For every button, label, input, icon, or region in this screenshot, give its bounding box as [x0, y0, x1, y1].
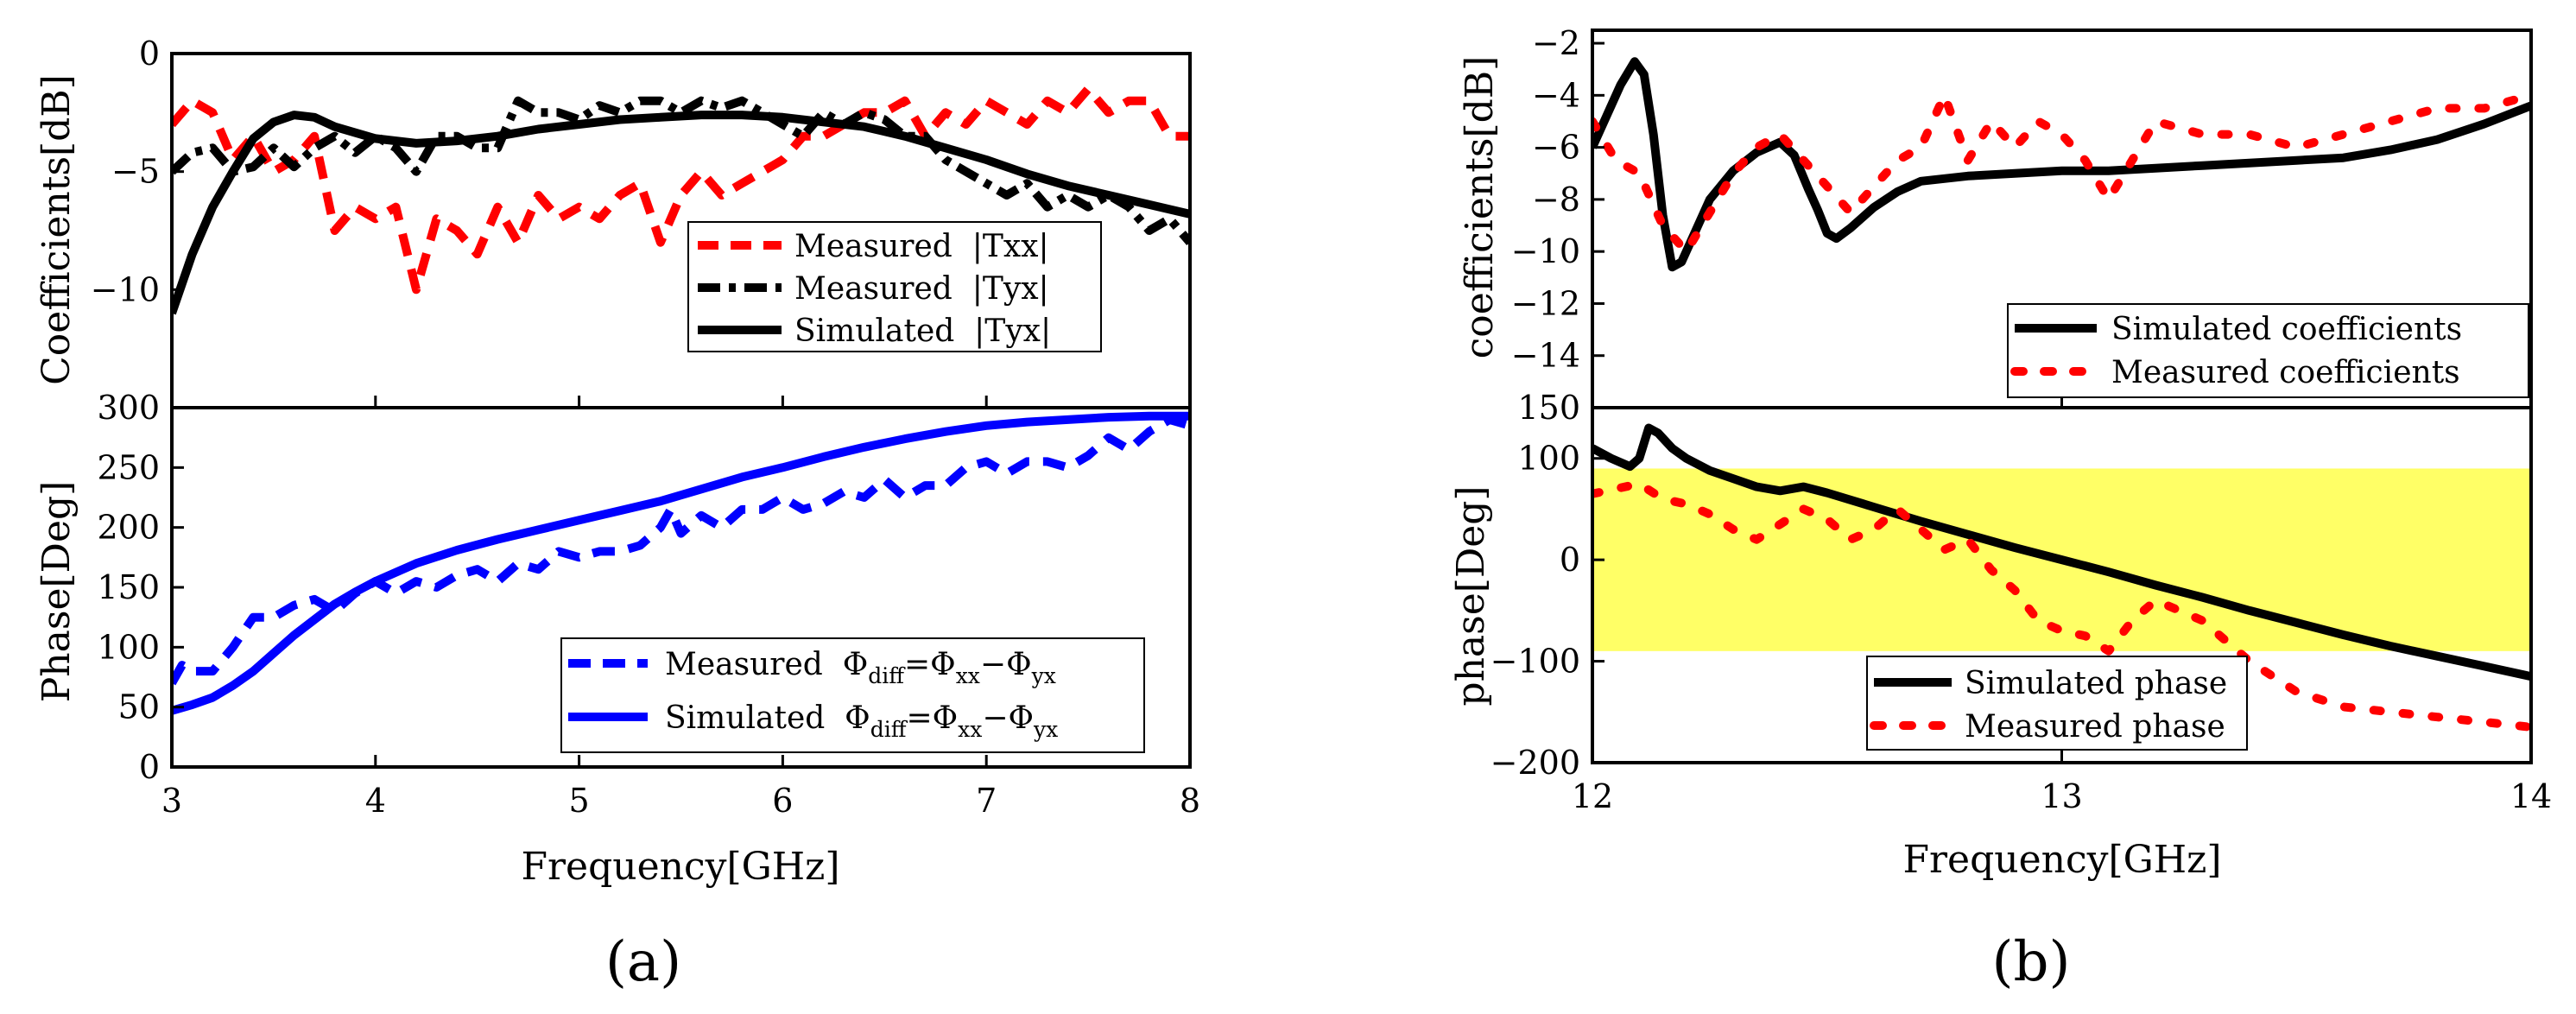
- b-bottom-ytick-label: −100: [1491, 643, 1580, 681]
- a-bottom-xtick-label: 8: [1180, 782, 1200, 820]
- b-top-series-layer: [1592, 57, 2531, 272]
- b-top-legend-label-sim: Simulated coefficients: [2111, 312, 2462, 347]
- a-bottom-frame: [170, 406, 1192, 769]
- b-top-ytick-label: −12: [1511, 284, 1580, 322]
- a-bottom-legend: Measured Φdiff=Φxx−Φyx Simulated Φdiff=Φ…: [560, 637, 1145, 753]
- b-top-ytick-label: −6: [1532, 129, 1580, 167]
- b-top-ylabel: coefficients[dB]: [1458, 56, 1502, 359]
- a-top-ytick-label: −5: [111, 153, 160, 191]
- a-bottom-xtick-label: 6: [772, 782, 793, 820]
- a-bottom-legend-simulated-sub2: xx: [958, 717, 982, 742]
- a-bottom-legend-measured-mid2: −Φ: [980, 647, 1032, 682]
- a-bottom-series-layer: [172, 411, 1190, 715]
- a-top-legend: Measured |Txx| Measured |Tyx| Simulated …: [687, 221, 1102, 352]
- a-bottom-legend-measured-prefix: Measured Φ: [665, 647, 868, 682]
- a-top-ytick-label: 0: [139, 35, 160, 73]
- a-bottom-ylabel: Phase[Deg]: [35, 481, 79, 703]
- a-bottom-legend-simulated-mid2: −Φ: [982, 700, 1034, 736]
- b-top-ytick-label: −14: [1511, 337, 1580, 375]
- b-top-series-0: [1592, 57, 2531, 272]
- b-top-ytick-label: −4: [1532, 76, 1580, 114]
- b-top-ticks-layer: −2 −4 −6 −8 −10 −12 −14: [1511, 24, 2533, 408]
- b-bottom-legend-label-sim: Simulated phase: [1965, 666, 2227, 701]
- b-bottom-legend-box: [1866, 656, 2248, 751]
- a-bottom-legend-measured-sub3: yx: [1031, 663, 1056, 688]
- a-bottom-ytick-label: 300: [97, 389, 160, 427]
- a-bottom-legend-measured-sub2: xx: [956, 663, 980, 688]
- a-bottom-ytick-label: 0: [139, 748, 160, 786]
- b-top-ytick-label: −8: [1532, 181, 1580, 219]
- b-bottom-xtick-label: 14: [2510, 777, 2552, 815]
- b-bottom-legend: Simulated phase Measured phase: [1866, 656, 2248, 751]
- a-bottom-series-1: [172, 411, 1190, 715]
- b-top-legend: Simulated coefficients Measured coeffici…: [2007, 303, 2529, 398]
- a-bottom-legend-box: [560, 637, 1145, 753]
- b-top-ytick-label: −2: [1532, 24, 1580, 62]
- b-bottom-series-0: [1592, 423, 2531, 681]
- b-bottom-ytick-label: −200: [1491, 744, 1580, 782]
- chart-a-top: 0 −5 −10 Measured |Txx| Measured |Tyx| Sim…: [91, 35, 1192, 409]
- a-bottom-legend-simulated-sub1: diff: [870, 717, 908, 742]
- a-top-series-layer: [172, 85, 1190, 315]
- b-xlabel: Frequency[GHz]: [1902, 838, 2221, 882]
- a-top-legend-label-tyx: Measured |Tyx|: [794, 271, 1049, 307]
- panel-label-a: (a): [605, 930, 681, 994]
- a-bottom-ytick-label: 200: [97, 509, 160, 547]
- b-top-legend-box: [2007, 303, 2529, 398]
- a-bottom-xtick-label: 5: [569, 782, 590, 820]
- a-top-legend-label-txx: Measured |Txx|: [794, 229, 1049, 264]
- a-bottom-legend-measured-sub1: diff: [868, 663, 906, 688]
- b-bottom-legend-label-meas: Measured phase: [1965, 709, 2225, 745]
- panel-label-b: (b): [1992, 930, 2071, 994]
- a-top-series-0: [172, 85, 1190, 295]
- b-bottom-ytick-label: 100: [1517, 440, 1580, 478]
- a-bottom-ytick-label: 150: [97, 568, 160, 606]
- b-top-series-1: [1592, 91, 2531, 257]
- a-bottom-xtick-label: 3: [161, 782, 182, 820]
- a-top-series-2: [172, 111, 1190, 315]
- a-xlabel: Frequency[GHz]: [521, 845, 839, 889]
- a-bottom-legend-label-measured: Measured Φdiff=Φxx−Φyx: [665, 647, 1056, 688]
- chart-b-top: −2 −4 −6 −8 −10 −12 −14 Simulated coefficients…: [1511, 24, 2533, 409]
- b-bottom-series-layer: [1592, 423, 2531, 732]
- b-top-ytick-label: −10: [1511, 232, 1580, 270]
- a-bottom-xtick-label: 4: [365, 782, 386, 820]
- a-bottom-ticks-layer: 300 250 200 150 100 50 03 4 5 6 7 8: [97, 389, 1200, 820]
- a-bottom-ytick-label: 50: [118, 688, 160, 726]
- a-bottom-legend-simulated-prefix: Simulated Φ: [665, 700, 870, 736]
- b-bottom-ytick-label: 150: [1517, 389, 1580, 427]
- b-bottom-ylabel: phase[Deg]: [1449, 485, 1493, 706]
- b-top-legend-label-meas: Measured coefficients: [2111, 355, 2460, 390]
- a-bottom-ytick-label: 250: [97, 448, 160, 486]
- a-bottom-legend-simulated-sub3: yx: [1033, 717, 1058, 742]
- a-bottom-ytick-label: 100: [97, 628, 160, 666]
- a-top-ylabel: Coefficients[dB]: [35, 74, 79, 385]
- b-bottom-frame: [1591, 406, 2533, 764]
- a-bottom-legend-label-simulated: Simulated Φdiff=Φxx−Φyx: [665, 700, 1058, 742]
- b-bottom-xtick-label: 12: [1572, 777, 1613, 815]
- a-bottom-legend-simulated-mid1: =Φ: [906, 700, 958, 736]
- b-bottom-ytick-label: 0: [1560, 541, 1580, 579]
- b-bottom-xtick-label: 13: [2041, 777, 2082, 815]
- a-top-ytick-label: −10: [91, 270, 160, 308]
- a-bottom-legend-measured-mid1: =Φ: [904, 647, 956, 682]
- a-bottom-xtick-label: 7: [976, 782, 997, 820]
- a-top-legend-label-sim: Simulated |Tyx|: [794, 314, 1051, 349]
